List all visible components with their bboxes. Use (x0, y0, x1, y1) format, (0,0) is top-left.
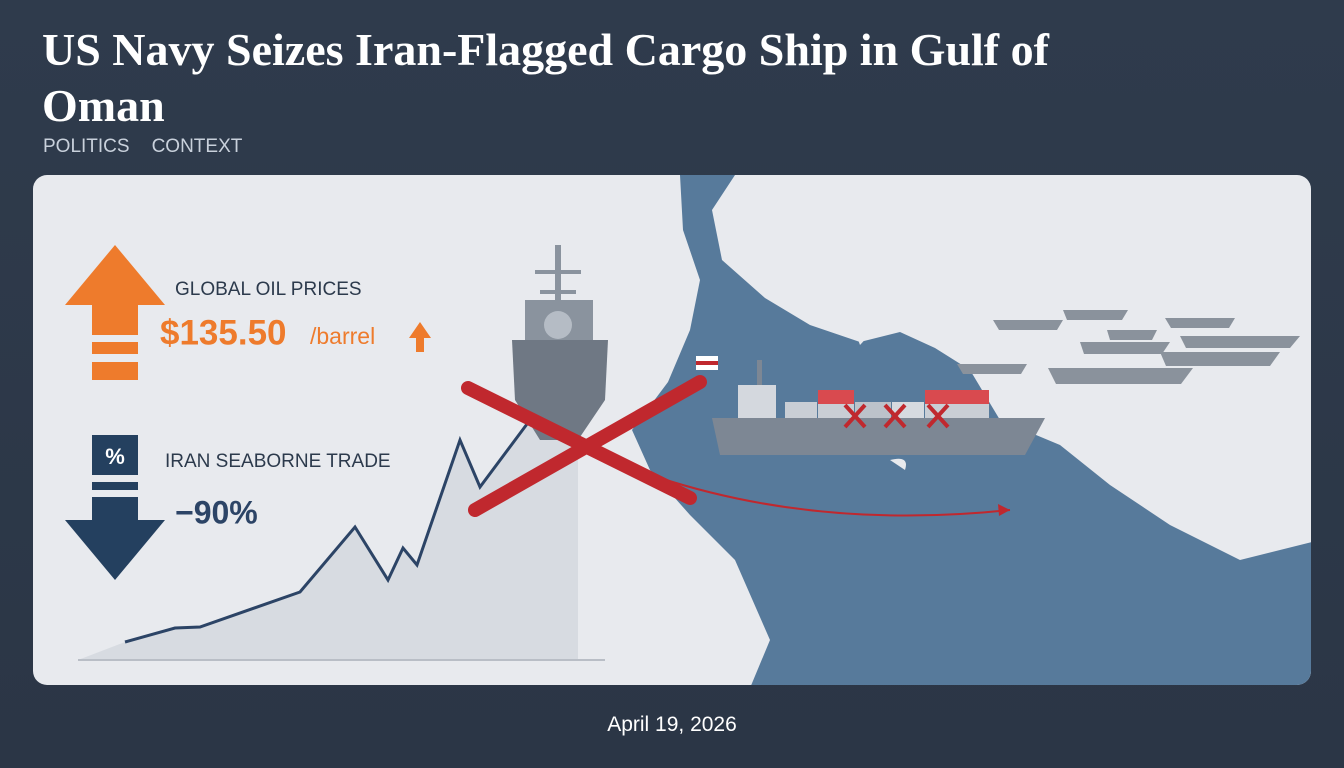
illustration-shape (818, 390, 854, 404)
arrowhead (998, 504, 1010, 516)
percent-icon: % (105, 444, 125, 469)
illustration-shape (696, 361, 718, 365)
small-up-arrow (409, 322, 431, 352)
island (856, 310, 906, 470)
illustration-shape (843, 403, 950, 429)
illustration-shape (544, 311, 572, 339)
illustration-shape (65, 245, 165, 305)
oil-unit: /barrel (310, 323, 375, 349)
cargo-ship (696, 356, 1045, 455)
illustration-shape (757, 360, 762, 385)
illustration-shape (92, 305, 138, 335)
illustration-shape (1063, 310, 1128, 320)
illustration-shape (535, 270, 581, 274)
illustration-shape (957, 364, 1027, 374)
illustration-shape (92, 435, 138, 475)
up-arrow (65, 245, 165, 380)
illustration-shape (1160, 352, 1280, 366)
illustration-shape (92, 497, 138, 520)
illustration-shape (92, 342, 138, 354)
illustration-shape (92, 362, 138, 380)
tag[interactable]: CONTEXT (151, 136, 243, 157)
headline: US Navy Seizes Iran-Flagged Cargo Ship i… (42, 24, 1049, 131)
ships-fleet (957, 310, 1300, 384)
illustration-shape (712, 418, 1045, 455)
date: April 19, 2026 (607, 713, 737, 736)
illustration-shape (892, 402, 924, 418)
oil-label: GLOBAL OIL PRICES (175, 279, 362, 300)
chart-area (78, 380, 578, 660)
illustration-shape (65, 520, 165, 580)
illustration-shape (993, 320, 1063, 330)
illustration-shape (92, 482, 138, 490)
down-arrow (65, 435, 165, 580)
tag[interactable]: POLITICS (43, 136, 130, 157)
illustration-shape (1107, 330, 1157, 340)
illustration-shape (785, 402, 817, 418)
illustration-shape (1048, 368, 1193, 384)
illustration-shape (555, 245, 561, 305)
route-arrow (659, 477, 1011, 517)
illustration-shape (738, 385, 776, 418)
illustration-shape (1080, 342, 1170, 354)
tag-list: POLITICS CONTEXT (43, 136, 264, 158)
chart-line (124, 419, 532, 644)
trade-change: −90% (175, 494, 258, 530)
illustration-shape (468, 375, 707, 517)
blockade-x (461, 375, 707, 517)
illustration-shape (843, 403, 950, 429)
illustration-shape (925, 390, 989, 404)
illustration-shape (540, 290, 576, 294)
oil-price: $135.50 (160, 313, 287, 352)
trade-label: IRAN SEABORNE TRADE (165, 451, 391, 472)
illustration-shape (1180, 336, 1300, 348)
illustration-shape (1165, 318, 1235, 328)
